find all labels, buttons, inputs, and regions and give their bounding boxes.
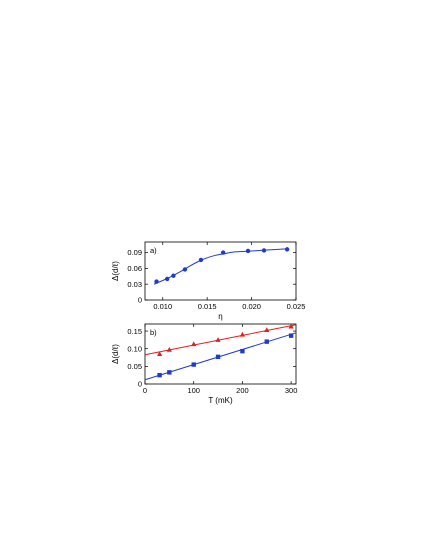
y-tick-label: 0.10 — [127, 344, 142, 353]
x-tick-label: 0.020 — [242, 302, 261, 311]
data-point — [165, 276, 170, 282]
data-point — [264, 327, 270, 332]
data-point — [264, 339, 269, 344]
x-axis-title: η — [218, 312, 222, 321]
chart-panel-1: 0 100 200 300 0 0.05 0.10 0.15 b) T (mK) Δ(d/ℓ) — [111, 323, 298, 405]
x-tick-label: 0.015 — [198, 302, 217, 311]
data-point — [167, 370, 172, 375]
series-1 — [144, 332, 297, 381]
y-axis-title: Δ(d/ℓ) — [111, 344, 120, 364]
data-point — [288, 333, 294, 338]
data-point — [157, 351, 163, 356]
data-point — [215, 337, 221, 342]
x-tick-label: 200 — [236, 386, 249, 395]
panel-label: a) — [150, 246, 157, 255]
data-point — [198, 257, 204, 263]
fit-line — [153, 248, 288, 285]
x-tick-label: 0 — [143, 386, 147, 395]
data-point — [245, 248, 251, 254]
data-point — [154, 279, 159, 284]
x-tick-label: 0.010 — [153, 302, 172, 311]
data-point — [215, 354, 221, 360]
x-tick-label: 0.025 — [287, 302, 306, 311]
y-tick-label: 0.06 — [127, 264, 142, 273]
plot-frame — [144, 323, 297, 385]
plot-frame — [144, 241, 297, 301]
data-point — [171, 273, 176, 278]
x-tick-label: 300 — [285, 386, 298, 395]
y-tick-label: 0.03 — [127, 280, 142, 289]
data-point — [191, 362, 196, 367]
data-point — [284, 247, 290, 252]
y-tick-label: 0.15 — [127, 327, 142, 336]
data-point — [182, 267, 188, 272]
data-point — [240, 348, 245, 354]
data-point — [157, 372, 162, 378]
data-point — [166, 346, 172, 352]
y-tick-label: 0 — [138, 380, 142, 389]
data-point — [261, 248, 267, 253]
y-axis-title: Δ(d/ℓ) — [111, 261, 120, 281]
series-0 — [144, 323, 297, 356]
data-point — [239, 331, 246, 337]
series-0 — [153, 247, 290, 285]
data-point — [288, 323, 294, 329]
data-point — [191, 341, 197, 347]
x-axis-title: T (mK) — [208, 396, 233, 405]
data-point — [220, 250, 226, 255]
y-tick-label: 0.09 — [127, 248, 142, 257]
x-tick-label: 100 — [187, 386, 200, 395]
chart-panel-0: 0.010 0.015 0.020 0.025 0 0.03 0.06 0.09 a) η Δ(d/… — [111, 241, 306, 321]
panel-label: b) — [150, 328, 157, 337]
y-tick-label: 0.05 — [127, 362, 142, 371]
y-tick-label: 0 — [138, 296, 142, 305]
